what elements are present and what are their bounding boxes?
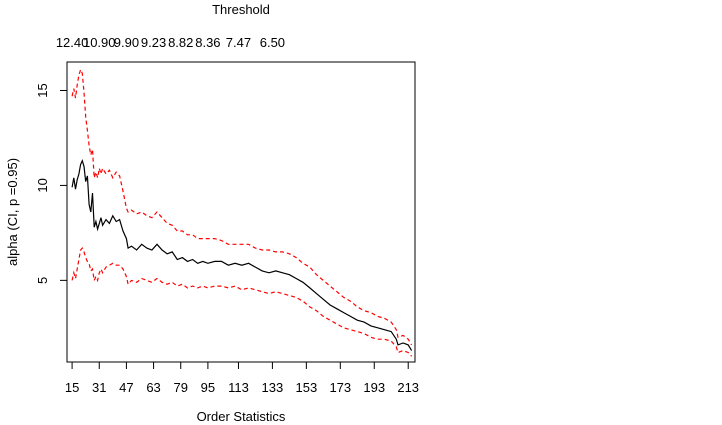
top-tick-label: 8.82 — [168, 35, 193, 50]
top-tick-label: 12.40 — [56, 35, 89, 50]
x-tick-label: 153 — [296, 380, 318, 395]
series-layer — [71, 67, 413, 357]
x-tick-label: 213 — [397, 380, 419, 395]
series-line-upper-ci — [71, 67, 413, 346]
x-tick-label: 113 — [228, 380, 249, 395]
x-axis-label: Order Statistics — [197, 409, 286, 424]
series-line-lower-ci — [71, 247, 413, 357]
x-tick-label: 31 — [92, 380, 106, 395]
top-axis-title: Threshold — [212, 2, 270, 17]
series-line-estimate — [71, 158, 413, 351]
top-tick-label: 10.90 — [83, 35, 116, 50]
x-axis: 15 31 47 63 79 95 113 133 153 173 193 213 — [65, 361, 419, 395]
y-axis-label: alpha (CI, p =0.95) — [5, 158, 20, 266]
x-tick-label: 95 — [201, 380, 215, 395]
x-tick-label: 133 — [262, 380, 284, 395]
plot-frame — [66, 61, 416, 363]
x-tick-label: 79 — [174, 380, 188, 395]
x-tick-label: 173 — [329, 380, 351, 395]
x-tick-label: 63 — [146, 380, 160, 395]
y-axis: 5 10 15 — [35, 83, 68, 284]
y-tick-label: 15 — [35, 83, 50, 97]
top-tick-label: 6.50 — [260, 35, 285, 50]
top-tick-label: 9.90 — [114, 35, 139, 50]
top-tick-label: 9.23 — [141, 35, 166, 50]
x-tick-label: 193 — [363, 380, 385, 395]
y-tick-label: 10 — [35, 178, 50, 192]
y-tick-label: 5 — [35, 277, 50, 284]
top-tick-label: 8.36 — [195, 35, 220, 50]
x-tick-label: 47 — [119, 380, 133, 395]
top-tick-label: 7.47 — [226, 35, 251, 50]
x-tick-label: 15 — [65, 380, 79, 395]
